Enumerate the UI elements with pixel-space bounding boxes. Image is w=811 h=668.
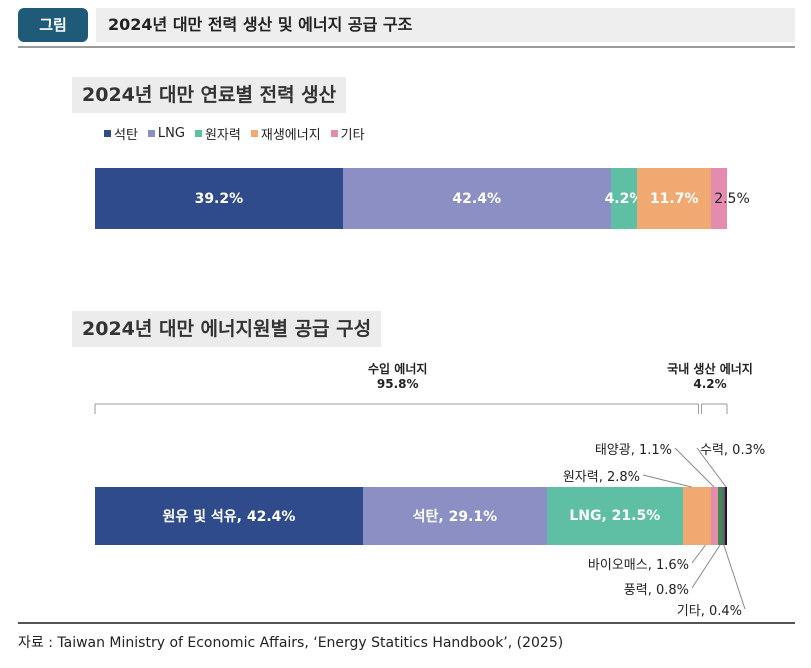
callout-label: 수력, 0.3% (700, 443, 766, 458)
annotation-line (696, 447, 727, 488)
data-label: 11.7% (649, 190, 699, 207)
annotation-line (723, 544, 746, 610)
bar-segment (700, 487, 711, 545)
data-label: 2.5% (714, 190, 750, 207)
data-label: 4.2% (604, 190, 644, 207)
callout-label: 태양광, 1.1% (594, 443, 672, 458)
bar-segment: LNG, 21.5% (546, 487, 683, 545)
legend-label: 기타 (340, 127, 365, 143)
bar-segment (722, 487, 726, 545)
group-label-domestic: 국내 생산 에너지 4.2% (667, 362, 753, 391)
bar-segment: 원유 및 석유, 42.4% (95, 487, 363, 545)
callout-label: 풍력, 0.8% (623, 583, 689, 598)
legend-item: LNG (147, 125, 185, 141)
annotation-line (642, 474, 692, 488)
bar-segment: 11.7% (637, 168, 712, 229)
legend-swatch (104, 129, 111, 137)
legend-item: 기타 (330, 124, 365, 143)
chart1-title: 2024년 대만 연료별 전력 생산 (72, 77, 347, 113)
annotation-line (691, 544, 706, 564)
bar-segment: 42.4% (342, 168, 611, 229)
data-label: 39.2% (194, 190, 244, 207)
header-divider (18, 46, 795, 48)
data-label: 원유 및 석유, 42.4% (162, 509, 296, 525)
header-title: 2024년 대만 전력 생산 및 에너지 공급 구조 (108, 15, 413, 34)
chart1-legend: 석탄 LNG 원자력 재생에너지 기타 (104, 124, 365, 143)
data-label: LNG, 21.5% (569, 508, 661, 524)
bar-segment: 2.5% (711, 168, 750, 229)
bar-segment (682, 487, 701, 545)
chart2-title: 2024년 대만 에너지원별 공급 구성 (72, 311, 382, 347)
legend-item: 석탄 (104, 124, 138, 143)
data-label: 42.4% (452, 190, 501, 207)
bar-segment: 4.2% (605, 168, 643, 229)
group-label-imported: 수입 에너지 95.8% (368, 362, 428, 391)
legend-swatch (147, 129, 155, 137)
callout-label: 기타, 0.4% (676, 604, 742, 619)
callout-label: 바이오매스, 1.6% (587, 558, 689, 573)
footer-divider (18, 622, 795, 624)
bar-segment (717, 487, 723, 545)
header-title-box (96, 8, 795, 42)
legend-swatch (194, 129, 202, 137)
legend-item: 재생에너지 (250, 124, 321, 143)
legend-swatch (330, 129, 338, 137)
legend-label: LNG (157, 125, 185, 141)
legend-label: 재생에너지 (260, 127, 321, 143)
bar-segment (725, 487, 727, 545)
bar-segment: 39.2% (95, 168, 343, 229)
annotation-line (691, 544, 721, 589)
figure-badge: 그림 (18, 8, 88, 42)
callout-label: 원자력, 2.8% (562, 470, 640, 485)
legend-label: 원자력 (204, 127, 241, 143)
data-label: 석탄, 29.1% (412, 509, 498, 525)
bar-segment (710, 487, 718, 545)
legend-label: 석탄 (114, 127, 138, 143)
bar-segment: 석탄, 29.1% (362, 487, 547, 545)
legend-swatch (250, 129, 258, 137)
legend-item: 원자력 (194, 124, 241, 143)
annotation-line (674, 447, 715, 488)
source-note: 자료 : Taiwan Ministry of Economic Affairs… (18, 635, 564, 651)
